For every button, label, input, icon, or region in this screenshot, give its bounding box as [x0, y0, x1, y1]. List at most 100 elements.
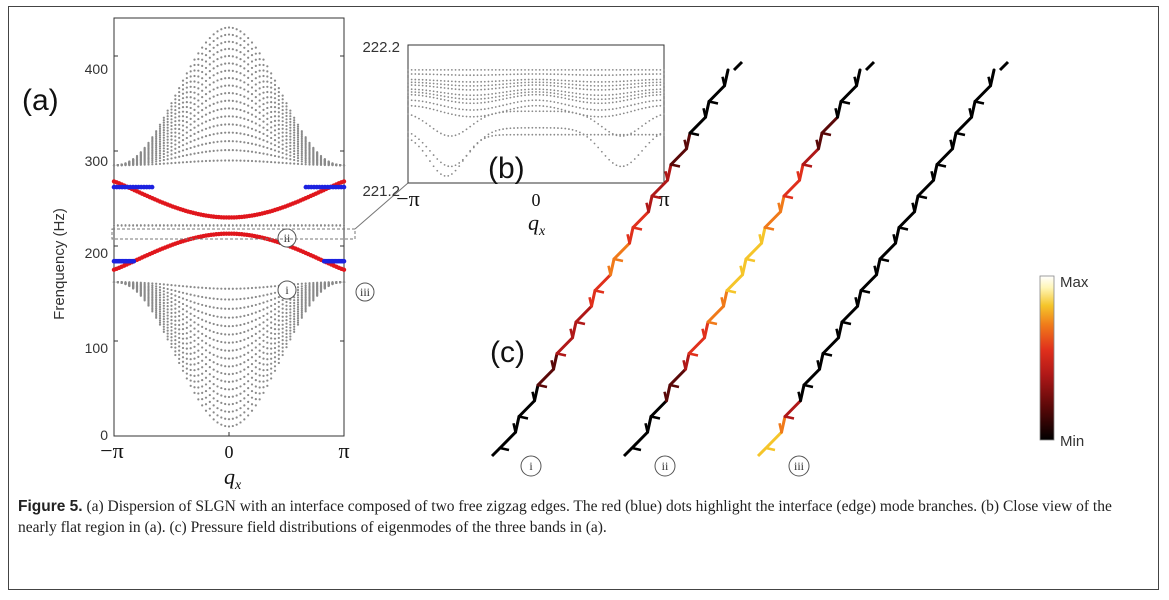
bulk-band-dot	[289, 154, 292, 157]
bulk-band-dot	[158, 129, 162, 133]
bulk-band-dot	[208, 407, 211, 410]
flat-band-dot	[593, 98, 596, 101]
flat-band-dot	[128, 224, 131, 226]
flat-band-dot	[568, 128, 570, 130]
bulk-band-dot	[293, 310, 296, 313]
bulk-band-dot	[289, 305, 292, 308]
bulk-band-dot	[270, 148, 273, 151]
flat-band-dot	[630, 79, 632, 82]
bulk-band-dot	[155, 291, 158, 295]
flat-band-dot	[432, 154, 435, 156]
bulk-band-dot	[239, 72, 242, 75]
bulk-band-dot	[243, 390, 246, 393]
bulk-band-dot	[158, 310, 162, 313]
flat-band-dot	[228, 224, 230, 226]
bulk-band-dot	[224, 84, 227, 87]
bulk-band-dot	[208, 36, 211, 40]
flat-band-dot	[414, 115, 417, 118]
bulk-band-dot	[162, 320, 165, 323]
flat-band-dot	[418, 68, 420, 71]
bulk-band-dot	[158, 138, 162, 141]
flat-band-dot	[436, 90, 439, 93]
bulk-band-dot	[296, 149, 300, 152]
bulk-band-dot	[281, 151, 284, 155]
flat-band-dot	[663, 99, 665, 102]
flat-band-dot	[498, 128, 501, 131]
bulk-band-dot	[273, 106, 277, 109]
flat-band-dot	[582, 88, 585, 91]
bulk-band-dot	[181, 97, 185, 100]
bulk-band-dot	[204, 60, 208, 63]
bulk-band-dot	[296, 145, 300, 148]
flat-band-dot	[155, 224, 158, 226]
flat-band-dot	[461, 130, 464, 133]
bulk-band-dot	[216, 339, 219, 343]
bulk-band-dot	[231, 333, 234, 336]
flat-band-dot	[429, 82, 431, 85]
bulk-band-dot	[166, 141, 169, 144]
flat-band-dot	[429, 149, 431, 152]
flat-band-dot	[461, 115, 464, 118]
bulk-band-dot	[250, 120, 254, 123]
bulk-band-dot	[250, 376, 254, 379]
bulk-band-dot	[293, 126, 296, 129]
bulk-band-dot	[181, 134, 185, 137]
bulk-band-dot	[216, 306, 219, 310]
bulk-band-dot	[239, 370, 242, 373]
flat-band-dot	[633, 90, 636, 93]
bulk-band-dot	[224, 395, 227, 398]
bulk-band-dot	[212, 306, 215, 309]
flat-band-dot	[571, 133, 574, 136]
bulk-band-dot	[193, 80, 196, 83]
flat-band-dot	[132, 224, 135, 226]
flat-band-dot	[564, 82, 567, 85]
flat-band-dot	[476, 141, 479, 144]
bulk-band-dot	[254, 96, 257, 99]
bulk-band-dot	[243, 330, 246, 334]
flat-band-dot	[557, 96, 559, 98]
bulk-band-dot	[170, 293, 173, 296]
bulk-band-dot	[227, 341, 231, 344]
bulk-band-dot	[235, 316, 238, 319]
bulk-band-dot	[204, 120, 208, 123]
bulk-band-dot	[224, 387, 227, 391]
flat-band-dot	[630, 110, 632, 113]
bulk-band-dot	[174, 353, 177, 357]
bulk-band-dot	[220, 35, 223, 38]
bulk-band-dot	[300, 295, 303, 299]
bulk-band-dot	[162, 136, 165, 139]
flat-band-dot	[421, 89, 424, 91]
flat-band-dot	[600, 68, 603, 71]
bulk-band-dot	[189, 128, 192, 132]
bulk-band-dot	[216, 37, 219, 40]
bulk-band-dot	[281, 311, 284, 314]
bulk-band-dot	[185, 121, 188, 124]
bulk-band-dot	[197, 286, 200, 289]
bulk-band-dot	[296, 291, 300, 294]
bulk-band-dot	[155, 152, 158, 155]
flat-band-dot	[436, 79, 439, 82]
bulk-band-dot	[266, 347, 269, 350]
bulk-band-dot	[224, 131, 227, 134]
bulk-band-dot	[147, 141, 150, 144]
bulk-band-dot	[254, 136, 257, 139]
flat-band-dot	[549, 100, 552, 103]
flat-band-dot	[147, 224, 150, 226]
bulk-band-dot	[197, 336, 200, 339]
bulk-band-dot	[170, 315, 173, 318]
flat-band-dot	[655, 135, 658, 138]
bulk-band-dot	[181, 369, 185, 372]
bulk-band-dot	[151, 305, 154, 309]
flat-band-dot	[124, 224, 127, 226]
bulk-band-dot	[212, 314, 215, 318]
flat-band-dot	[498, 73, 501, 76]
bulk-band-dot	[304, 304, 307, 307]
bulk-band-dot	[116, 281, 119, 284]
bulk-band-dot	[254, 339, 257, 342]
bulk-band-dot	[300, 148, 303, 151]
flat-band-dot	[524, 110, 526, 113]
flat-band-dot	[608, 74, 611, 77]
flat-band-dot	[443, 95, 446, 98]
bulk-band-dot	[304, 147, 307, 151]
bulk-band-dot	[270, 292, 273, 295]
